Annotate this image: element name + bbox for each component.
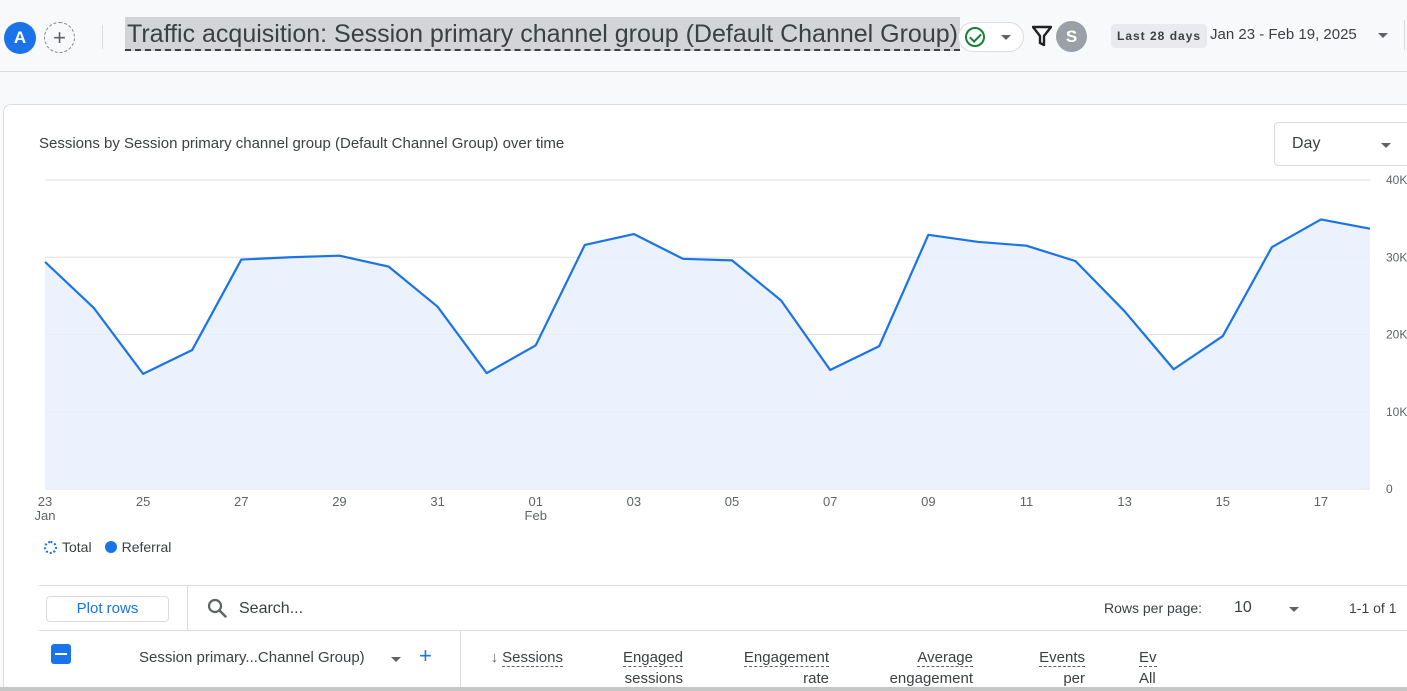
legend-referral-swatch[interactable] — [104, 541, 117, 553]
add-comparison-button[interactable]: + — [44, 22, 75, 53]
column-header-engaged-sessions[interactable]: Engaged sessions — [622, 649, 683, 688]
column-header-events[interactable]: Ev All — [1139, 649, 1157, 688]
x-tick-month-label: Jan — [35, 508, 56, 523]
plot-rows-button[interactable]: Plot rows — [46, 596, 169, 622]
rows-per-page-select[interactable]: 10 — [1234, 599, 1252, 616]
check-circle-icon — [965, 27, 985, 47]
y-tick-label: 40K — [1386, 173, 1407, 187]
x-tick-label: 03 — [627, 494, 641, 509]
granularity-select[interactable]: Day — [1274, 122, 1407, 166]
date-range-badge[interactable]: Last 28 days — [1111, 24, 1208, 48]
x-tick-label: 11 — [1020, 494, 1034, 509]
search-input[interactable] — [239, 598, 539, 620]
report-title[interactable]: Traffic acquisition: Session primary cha… — [125, 17, 960, 51]
x-tick-label: 25 — [136, 494, 150, 509]
chart-title: Sessions by Session primary channel grou… — [39, 135, 565, 152]
x-tick-label: 01 — [529, 494, 543, 509]
y-tick-label: 10K — [1386, 405, 1407, 419]
legend-referral-label[interactable]: Referral — [121, 539, 172, 555]
x-axis-ticks: 23Jan2527293101Feb030507091113151719 — [35, 494, 1329, 523]
x-tick-label: 09 — [921, 494, 935, 509]
y-tick-label: 20K — [1386, 328, 1407, 342]
x-tick-label: 15 — [1216, 494, 1230, 509]
table-header: Session primary...Channel Group) + ↓ Sess… — [39, 631, 1407, 691]
report-header: A + Traffic acquisition: Session primary… — [0, 0, 1407, 72]
column-header-engagement-rate[interactable]: Engagement rate — [743, 649, 829, 688]
dimension-column-header[interactable]: Session primary...Channel Group) — [139, 649, 365, 666]
legend-total-swatch[interactable] — [44, 540, 57, 554]
chevron-down-icon — [1381, 143, 1391, 148]
add-dimension-button[interactable]: + — [419, 643, 432, 668]
x-tick-label: 05 — [725, 494, 739, 509]
y-tick-label: 0 — [1386, 482, 1393, 496]
property-avatar[interactable]: A — [4, 22, 36, 54]
scrollbar-track — [0, 687, 1407, 691]
divider — [102, 25, 103, 49]
date-range-value[interactable]: Jan 23 - Feb 19, 2025 — [1210, 26, 1357, 43]
series-area-referral — [45, 219, 1370, 489]
x-tick-label: 13 — [1117, 494, 1131, 509]
chart-series — [44, 218, 1371, 489]
chevron-down-icon[interactable] — [391, 657, 401, 662]
report-status-dropdown[interactable] — [958, 22, 1024, 52]
chevron-down-icon — [1001, 35, 1011, 40]
divider — [460, 631, 461, 691]
rows-per-page-label: Rows per page: — [1104, 600, 1203, 616]
x-tick-label: 07 — [823, 494, 837, 509]
divider — [1404, 20, 1405, 50]
filter-icon[interactable] — [1032, 25, 1052, 47]
y-tick-label: 30K — [1386, 250, 1407, 264]
chevron-down-icon[interactable] — [1289, 607, 1299, 612]
granularity-value: Day — [1292, 135, 1321, 152]
table-toolbar: Plot rows Rows per page: 10 1-1 of 1 — [39, 585, 1407, 631]
x-tick-label: 29 — [332, 494, 346, 509]
search-icon — [207, 598, 227, 618]
plus-icon: + — [53, 24, 66, 50]
x-tick-label: 31 — [430, 494, 444, 509]
series-line-referral[interactable] — [44, 218, 1371, 375]
column-header-sessions[interactable]: ↓ Sessions — [490, 649, 563, 667]
y-axis-ticks: 0 10K 20K 30K 40K — [1386, 173, 1407, 496]
x-tick-label: 17 — [1314, 494, 1328, 509]
report-title-text: Traffic acquisition: Session primary cha… — [127, 20, 958, 48]
divider — [187, 586, 188, 631]
column-header-average-engagement[interactable]: Average engagement — [889, 649, 973, 688]
column-header-events-per[interactable]: Events per — [1039, 649, 1085, 688]
chart-legend: Total Referral — [44, 538, 171, 556]
user-avatar[interactable]: S — [1056, 21, 1087, 52]
x-tick-month-label: Feb — [525, 508, 547, 523]
select-all-checkbox[interactable] — [51, 644, 71, 664]
legend-total-label[interactable]: Total — [62, 539, 92, 555]
x-tick-label: 27 — [234, 494, 248, 509]
arrow-down-icon: ↓ — [490, 649, 499, 666]
pagination-status: 1-1 of 1 — [1349, 600, 1397, 616]
chevron-down-icon[interactable] — [1378, 33, 1388, 38]
x-tick-label: 23 — [38, 494, 52, 509]
